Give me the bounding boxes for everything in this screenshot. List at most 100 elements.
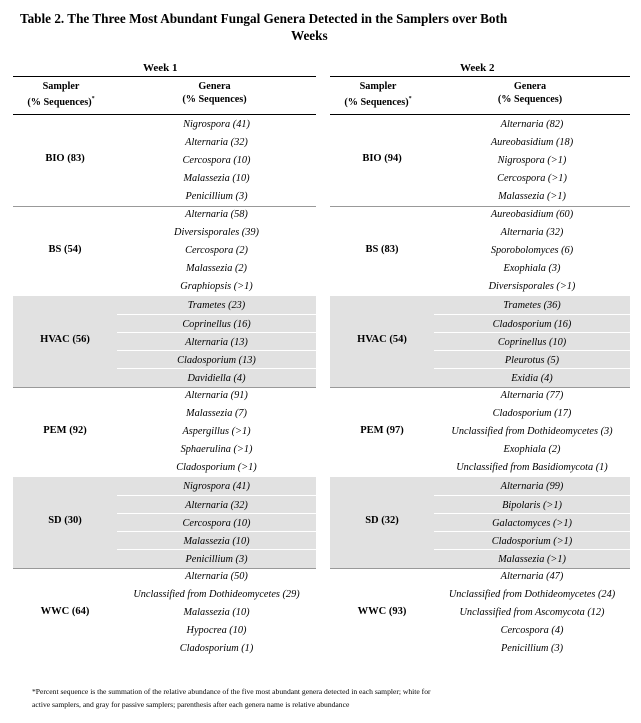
week1-label: Week 1 xyxy=(143,62,178,74)
sampler-group: WWC (64) Alternaria (50) Unclassified from… xyxy=(13,568,316,659)
genus-text: Graphiopsis (>1) xyxy=(180,281,253,293)
genus-cell: Alternaria (13) xyxy=(117,332,316,351)
genus-cell: Alternaria (77) xyxy=(434,387,630,405)
genus-text: Penicillium (3) xyxy=(185,190,248,202)
genus-text: Unclassified from Basidiomycota (1) xyxy=(456,462,608,474)
week2-label: Week 2 xyxy=(460,62,495,74)
genus-text: Trametes (23) xyxy=(187,299,246,311)
genus-cell: Cladosporium (13) xyxy=(117,350,316,369)
genus-cell: Unclassified from Dothideomycetes (29) xyxy=(117,586,316,604)
genus-cell: Trametes (23) xyxy=(117,296,316,314)
genus-cell: Hypocrea (10) xyxy=(117,622,316,640)
genus-text: Cladosporium (13) xyxy=(177,354,256,366)
genus-cell: Galactomyces (>1) xyxy=(434,513,630,532)
genus-text: Alternaria (32) xyxy=(185,499,248,511)
week2-header-rule xyxy=(330,114,630,115)
genus-cell: Coprinellus (16) xyxy=(117,314,316,333)
genus-cell: Sphaerulina (>1) xyxy=(117,441,316,459)
genus-cell: Bipolaris (>1) xyxy=(434,495,630,514)
genus-cell: Malassezia (7) xyxy=(117,405,316,423)
genus-text: Cladosporium (17) xyxy=(492,408,572,420)
genus-text: Cladosporium (>1) xyxy=(491,535,573,547)
sampler-group: BIO (94) Alternaria (82) Aureobasidium (18… xyxy=(330,115,630,206)
week1-header-rule xyxy=(13,114,316,115)
genus-text: Alternaria (82) xyxy=(500,118,564,130)
genus-cell: Malassezia (10) xyxy=(117,604,316,622)
genus-text: Aureobasidium (18) xyxy=(490,136,574,148)
sampler-label: PEM (97) xyxy=(360,424,404,436)
genus-cell: Graphiopsis (>1) xyxy=(117,278,316,296)
sampler-group: HVAC (56) Trametes (23) Coprinellus (16) Al… xyxy=(13,296,316,387)
sampler-label: HVAC (56) xyxy=(40,334,90,346)
genus-cell: Exophiala (3) xyxy=(434,260,630,278)
genus-cell: Alternaria (47) xyxy=(434,568,630,586)
table-title-line2: Weeks xyxy=(291,28,328,43)
genus-text: Nigrospora (>1) xyxy=(497,154,567,166)
genus-cell: Cladosporium (16) xyxy=(434,314,630,333)
genus-text: Cladosporium (16) xyxy=(492,318,572,330)
genus-text: Unclassified from Dothideomycetes (24) xyxy=(448,589,616,601)
genus-text: Alternaria (58) xyxy=(185,209,248,221)
genus-text: Davidiella (4) xyxy=(187,372,246,384)
genus-text: Cladosporium (1) xyxy=(179,643,254,655)
genus-text: Exidia (4) xyxy=(511,372,553,384)
genus-text: Unclassified from Ascomycota (12) xyxy=(459,607,605,619)
genus-cell: Sporobolomyces (6) xyxy=(434,242,630,260)
genus-cell: Alternaria (58) xyxy=(117,206,316,224)
sampler-label: SD (30) xyxy=(48,515,82,527)
genus-cell: Alternaria (32) xyxy=(117,133,316,151)
footnote-line2: active samplers, and gray for passive sa… xyxy=(32,700,350,709)
genus-cell: Trametes (36) xyxy=(434,296,630,314)
genus-text: Malassezia (10) xyxy=(183,607,250,619)
sampler-group: SD (32) Alternaria (99) Bipolaris (>1) Gala… xyxy=(330,477,630,568)
genus-cell: Alternaria (32) xyxy=(434,224,630,242)
genus-cell: Coprinellus (10) xyxy=(434,332,630,351)
genus-cell: Cercospora (10) xyxy=(117,151,316,169)
genus-cell: Unclassified from Basidiomycota (1) xyxy=(434,459,630,477)
genus-cell: Cladosporium (>1) xyxy=(117,459,316,477)
genus-cell: Nigrospora (41) xyxy=(117,115,316,133)
genera-header: Genera (% Sequences) xyxy=(497,81,563,105)
genus-text: Alternaria (47) xyxy=(500,571,564,583)
genus-cell: Malassezia (>1) xyxy=(434,549,630,568)
sampler-group: WWC (93) Alternaria (47) Unclassified from… xyxy=(330,568,630,659)
genus-cell: Cercospora (2) xyxy=(117,242,316,260)
genus-text: Malassezia (2) xyxy=(186,263,247,275)
genus-text: Pleurotus (5) xyxy=(504,354,560,366)
genus-cell: Unclassified from Dothideomycetes (24) xyxy=(434,586,630,604)
genus-text: Trametes (36) xyxy=(503,299,561,311)
genus-cell: Malassezia (2) xyxy=(117,260,316,278)
genus-text: Aspergillus (>1) xyxy=(182,426,251,438)
sampler-group: BIO (83) Nigrospora (41) Alternaria (32) Ce… xyxy=(13,115,316,206)
sampler-group: SD (30) Nigrospora (41) Alternaria (32) Cer… xyxy=(13,477,316,568)
genus-cell: Cercospora (>1) xyxy=(434,169,630,187)
sampler-label: SD (32) xyxy=(365,515,399,527)
genus-text: Cercospora (4) xyxy=(500,625,564,637)
group-separator xyxy=(13,567,316,569)
genus-cell: Alternaria (50) xyxy=(117,568,316,586)
group-separator xyxy=(13,386,316,388)
week1-top-rule xyxy=(13,76,316,77)
group-separator xyxy=(330,205,630,207)
genus-text: Alternaria (50) xyxy=(185,571,248,583)
week2-header: Sampler (% Sequences)* Genera (% Sequenc… xyxy=(330,80,630,114)
genus-text: Alternaria (13) xyxy=(185,336,248,348)
week1-header: Sampler (% Sequences)* Genera (% Sequenc… xyxy=(13,80,316,114)
genus-text: Alternaria (99) xyxy=(500,480,564,492)
genus-text: Exophiala (2) xyxy=(503,444,561,456)
genus-text: Alternaria (77) xyxy=(500,390,564,402)
genus-text: Cercospora (10) xyxy=(182,517,251,529)
genus-text: Unclassified from Dothideomycetes (3) xyxy=(451,426,613,438)
group-separator xyxy=(330,567,630,569)
group-separator xyxy=(330,386,630,388)
genus-text: Bipolaris (>1) xyxy=(502,499,562,511)
genus-text: Coprinellus (16) xyxy=(182,318,251,330)
genus-cell: Diversisporales (39) xyxy=(117,224,316,242)
genera-header: Genera (% Sequences) xyxy=(182,81,247,105)
genus-cell: Aureobasidium (60) xyxy=(434,206,630,224)
genus-cell: Nigrospora (>1) xyxy=(434,151,630,169)
table-title: Table 2. The Three Most Abundant Fungal … xyxy=(20,10,620,44)
genus-text: Cercospora (2) xyxy=(185,245,248,257)
genus-cell: Davidiella (4) xyxy=(117,368,316,387)
genus-cell: Cladosporium (1) xyxy=(117,640,316,658)
